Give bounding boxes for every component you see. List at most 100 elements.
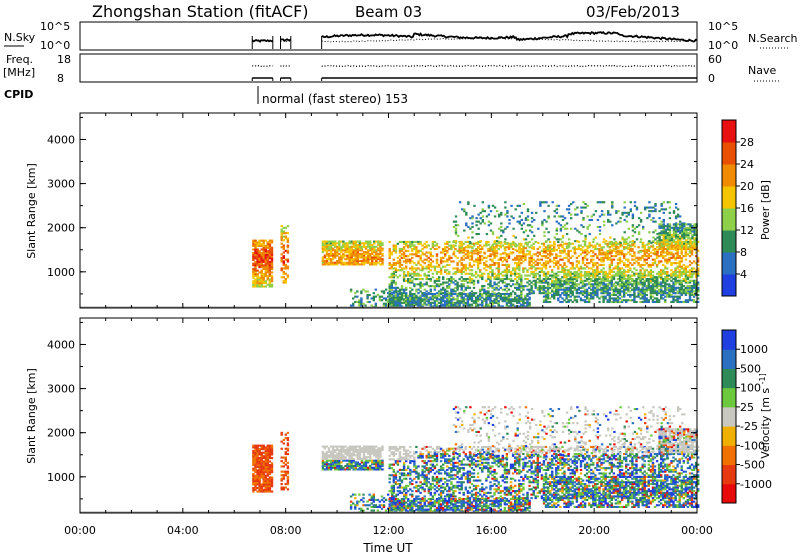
power-cell xyxy=(354,292,357,295)
power-cell xyxy=(505,253,509,256)
power-cell xyxy=(637,246,640,249)
power-cell xyxy=(338,261,341,264)
power-cell xyxy=(423,274,426,277)
power-cell xyxy=(483,267,486,270)
power-cell xyxy=(557,215,561,218)
power-cell xyxy=(360,252,364,255)
power-cell xyxy=(594,292,597,295)
power-cell xyxy=(594,286,597,289)
power-cell xyxy=(684,279,688,282)
power-cell xyxy=(588,283,591,286)
power-cell xyxy=(668,228,672,231)
power-cell xyxy=(323,259,327,262)
velocity-cell xyxy=(252,458,255,461)
power-cell xyxy=(377,258,380,261)
power-cell xyxy=(481,246,484,249)
power-cell xyxy=(551,283,554,286)
power-cell xyxy=(509,242,513,245)
power-cell xyxy=(268,280,272,283)
power-cell xyxy=(409,246,412,249)
power-cell xyxy=(691,230,694,233)
power-cell xyxy=(654,203,657,206)
power-cell xyxy=(633,272,636,275)
power-cell xyxy=(693,230,696,233)
power-cell xyxy=(417,296,420,299)
power-cell xyxy=(358,302,361,305)
power-cell xyxy=(559,283,562,286)
power-cell xyxy=(528,305,531,308)
power-cell xyxy=(567,251,570,254)
power-cell xyxy=(352,252,355,255)
power-cell xyxy=(611,201,614,204)
power-cell xyxy=(651,290,655,293)
power-cell xyxy=(683,237,686,240)
power-cell xyxy=(583,299,587,302)
power-cell xyxy=(655,242,659,245)
power-cell xyxy=(639,250,643,253)
power-cell xyxy=(437,283,441,286)
power-cell xyxy=(366,244,370,247)
power-cell xyxy=(377,244,380,247)
power-cell xyxy=(596,267,599,270)
power-cell xyxy=(450,305,453,308)
power-cell xyxy=(462,278,465,281)
power-cell xyxy=(690,293,694,296)
power-cell xyxy=(567,293,570,296)
power-cell xyxy=(660,255,663,258)
power-cell xyxy=(553,279,556,282)
power-cell xyxy=(553,236,556,239)
power-cell xyxy=(446,242,449,245)
power-cell xyxy=(643,263,646,266)
power-cell xyxy=(612,293,616,296)
power-cell xyxy=(392,296,395,299)
power-cell xyxy=(676,248,680,251)
power-cell xyxy=(541,224,544,227)
power-cell xyxy=(542,286,546,289)
colorbar-swatch xyxy=(722,164,736,187)
power-cell xyxy=(694,293,698,296)
power-cell xyxy=(557,204,561,207)
power-cell xyxy=(639,256,642,259)
power-cell xyxy=(472,263,476,266)
power-cell xyxy=(660,225,663,228)
power-cell xyxy=(639,263,642,266)
power-cell xyxy=(590,272,593,275)
power-cell xyxy=(546,278,550,281)
power-cell xyxy=(491,269,494,272)
power-cell xyxy=(530,225,534,228)
power-cell xyxy=(454,241,458,244)
power-cell xyxy=(551,285,554,288)
power-cell xyxy=(366,240,370,243)
power-cell xyxy=(548,244,552,247)
power-cell xyxy=(464,269,467,272)
power-cell xyxy=(681,237,684,240)
power-cell xyxy=(258,250,261,253)
power-cell xyxy=(596,278,599,281)
power-cell xyxy=(697,288,700,291)
freq-frame xyxy=(79,53,698,83)
power-cell xyxy=(462,265,465,268)
power-cell xyxy=(491,243,495,246)
power-cell xyxy=(567,295,570,298)
power-cell xyxy=(649,295,653,298)
power-cell xyxy=(668,201,672,204)
power-cell xyxy=(421,278,424,281)
power-cell xyxy=(419,255,422,258)
power-cell xyxy=(388,293,391,296)
power-cell xyxy=(429,288,432,291)
power-cell xyxy=(493,242,496,245)
velocity-cell xyxy=(252,478,255,481)
power-cell xyxy=(592,265,595,268)
power-cell xyxy=(569,256,572,259)
power-cell xyxy=(433,285,437,288)
power-cell xyxy=(688,272,692,275)
power-cell xyxy=(557,255,560,258)
power-cell xyxy=(396,305,400,308)
power-cell xyxy=(487,249,490,252)
power-cell xyxy=(446,305,449,308)
power-cell xyxy=(687,246,690,249)
power-cell xyxy=(690,242,694,245)
power-cell xyxy=(609,236,612,239)
power-cell xyxy=(252,285,255,288)
power-cell xyxy=(557,267,560,270)
